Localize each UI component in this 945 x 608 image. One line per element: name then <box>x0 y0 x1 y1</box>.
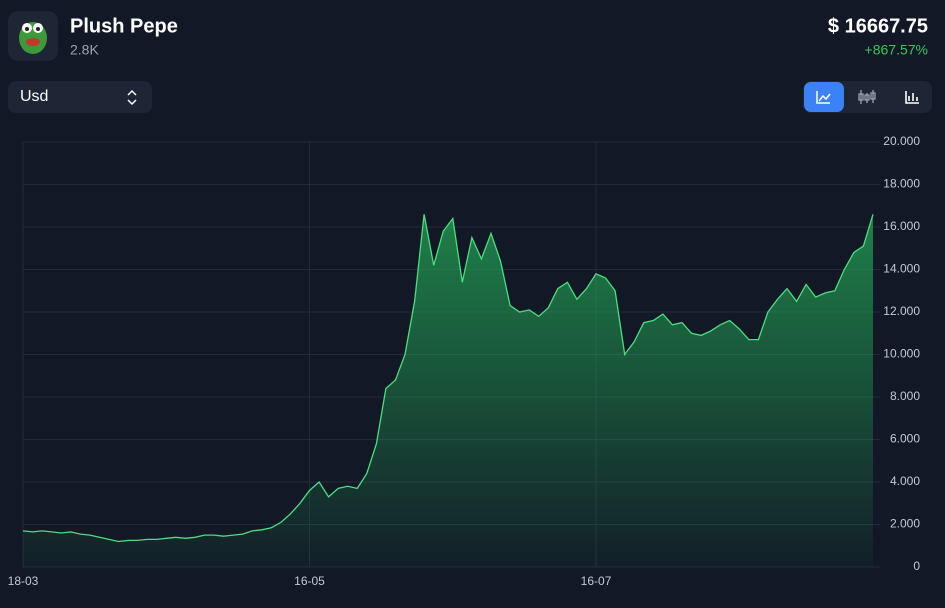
currency-select[interactable]: Usd <box>8 81 152 113</box>
y-tick-label: 10.000 <box>883 347 920 361</box>
chart-type-toggle <box>803 81 932 113</box>
x-tick-label: 16-05 <box>294 574 325 588</box>
y-tick-label: 18.000 <box>883 177 920 191</box>
bar-chart-button[interactable] <box>905 91 919 104</box>
y-tick-label: 6.000 <box>890 432 920 446</box>
y-tick-label: 4.000 <box>890 474 920 488</box>
line <box>22 214 874 543</box>
x-tick-label: 18-03 <box>8 574 39 588</box>
chart: 0 2.000 4.000 6.000 8.000 10.000 12.000 14.000 1… <box>8 134 921 588</box>
change: +867.57% <box>865 42 928 58</box>
y-tick-label: 20.000 <box>883 134 920 148</box>
subtitle: 2.8K <box>70 42 99 58</box>
x-tick-label: 16-07 <box>581 574 612 588</box>
y-tick-label: 8.000 <box>890 389 920 403</box>
y-tick-label: 16.000 <box>883 219 920 233</box>
y-tick-label: 12.000 <box>883 304 920 318</box>
line-chart-button[interactable] <box>804 82 844 112</box>
y-tick-label: 0 <box>913 559 920 573</box>
candle-chart-button[interactable] <box>858 90 876 104</box>
title: Plush Pepe <box>70 15 178 37</box>
price: $ 16667.75 <box>828 15 928 37</box>
avatar <box>8 11 58 61</box>
area <box>23 214 873 568</box>
currency-label: Usd <box>20 88 48 105</box>
y-tick-label: 2.000 <box>890 517 920 531</box>
y-tick-label: 14.000 <box>883 262 920 276</box>
